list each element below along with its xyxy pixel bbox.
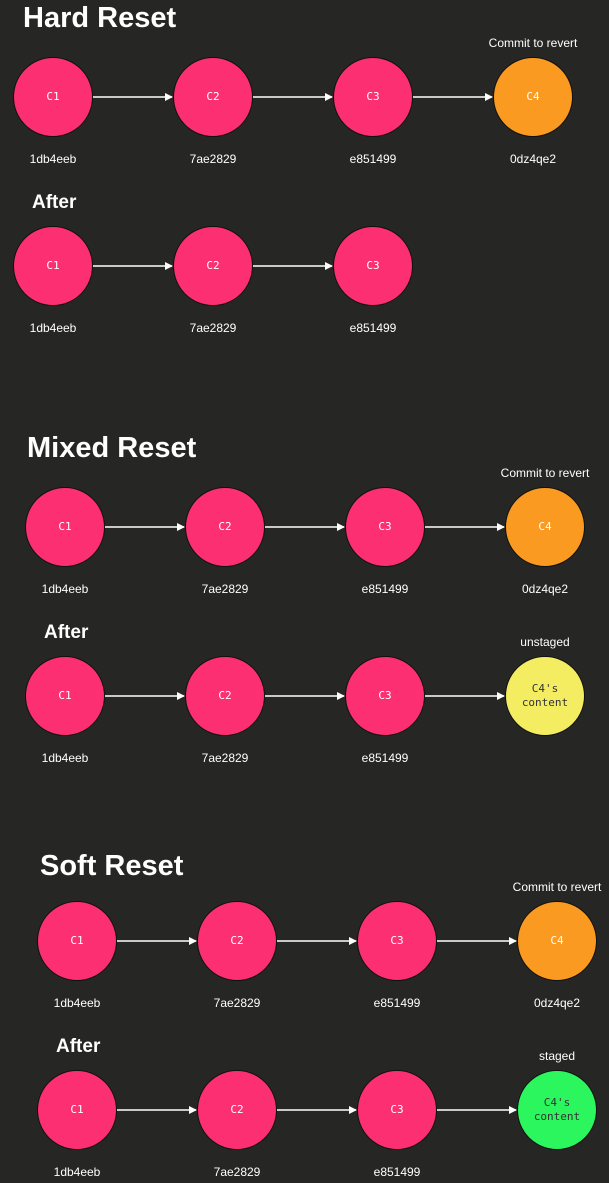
- commit-node-commit: C2: [197, 901, 277, 981]
- commit-node-commit: C2: [185, 487, 265, 567]
- commit-node-label: C3: [378, 689, 392, 702]
- commit-node-commit: C3: [345, 487, 425, 567]
- commit-node-commit: C1: [13, 57, 93, 137]
- commit-node-label: C4: [538, 520, 552, 533]
- commit-node-label: C1: [46, 259, 60, 272]
- commit-annotation: unstaged: [520, 635, 570, 649]
- commit-hash: 1db4eeb: [53, 996, 101, 1010]
- commit-annotation: Commit to revert: [512, 880, 602, 894]
- commit-node-revert_target: C4: [517, 901, 597, 981]
- commit-node-commit: C2: [197, 1070, 277, 1150]
- commit-hash: e851499: [361, 582, 409, 596]
- soft-reset-title: Soft Reset: [40, 850, 184, 882]
- commit-node-revert_target: C4: [493, 57, 573, 137]
- after-heading: After: [56, 1036, 101, 1057]
- commit-annotation: Commit to revert: [500, 466, 590, 480]
- commit-hash: 0dz4qe2: [509, 152, 557, 166]
- commit-node-commit: C2: [173, 57, 253, 137]
- commit-node-label: C2: [230, 1103, 244, 1116]
- commit-node-label: C3: [366, 90, 380, 103]
- commit-hash: 0dz4qe2: [533, 996, 581, 1010]
- commit-node-label: C3: [390, 1103, 404, 1116]
- commit-hash: 7ae2829: [201, 582, 249, 596]
- commit-node-commit: C1: [37, 1070, 117, 1150]
- commit-hash: 1db4eeb: [41, 751, 89, 765]
- commit-node-label: C1: [70, 934, 84, 947]
- commit-node-staged: C4's content: [517, 1070, 597, 1150]
- commit-node-label: C1: [58, 520, 72, 533]
- commit-node-commit: C3: [333, 226, 413, 306]
- commit-hash: e851499: [349, 152, 397, 166]
- commit-node-label: C1: [58, 689, 72, 702]
- commit-hash: 7ae2829: [213, 996, 261, 1010]
- commit-node-label: C1: [70, 1103, 84, 1116]
- commit-node-label: C4: [550, 934, 564, 947]
- commit-node-label: C3: [390, 934, 404, 947]
- commit-node-commit: C1: [37, 901, 117, 981]
- commit-hash: 7ae2829: [213, 1165, 261, 1179]
- commit-annotation: Commit to revert: [488, 36, 578, 50]
- commit-node-commit: C1: [13, 226, 93, 306]
- commit-node-commit: C2: [173, 226, 253, 306]
- commit-node-commit: C1: [25, 487, 105, 567]
- commit-hash: 1db4eeb: [29, 152, 77, 166]
- after-heading: After: [44, 622, 89, 643]
- commit-hash: 1db4eeb: [41, 582, 89, 596]
- commit-hash: e851499: [361, 751, 409, 765]
- commit-hash: e851499: [373, 996, 421, 1010]
- commit-node-label: C4's content: [533, 1096, 581, 1123]
- commit-node-label: C4's content: [521, 682, 569, 709]
- commit-hash: 1db4eeb: [29, 321, 77, 335]
- commit-node-commit: C1: [25, 656, 105, 736]
- commit-node-label: C2: [206, 259, 220, 272]
- commit-node-label: C2: [206, 90, 220, 103]
- commit-node-label: C3: [366, 259, 380, 272]
- commit-node-commit: C3: [357, 901, 437, 981]
- commit-node-label: C4: [526, 90, 540, 103]
- commit-node-label: C2: [218, 689, 232, 702]
- commit-hash: 7ae2829: [189, 321, 237, 335]
- commit-hash: 7ae2829: [201, 751, 249, 765]
- commit-hash: 1db4eeb: [53, 1165, 101, 1179]
- commit-hash: 7ae2829: [189, 152, 237, 166]
- mixed-reset-title: Mixed Reset: [27, 432, 197, 464]
- commit-annotation: staged: [538, 1049, 576, 1063]
- commit-hash: e851499: [373, 1165, 421, 1179]
- hard-reset-title: Hard Reset: [23, 2, 177, 34]
- commit-node-label: C1: [46, 90, 60, 103]
- commit-node-label: C3: [378, 520, 392, 533]
- commit-node-revert_target: C4: [505, 487, 585, 567]
- commit-node-commit: C2: [185, 656, 265, 736]
- after-heading: After: [32, 192, 77, 213]
- commit-hash: e851499: [349, 321, 397, 335]
- commit-node-unstaged: C4's content: [505, 656, 585, 736]
- commit-node-label: C2: [230, 934, 244, 947]
- commit-hash: 0dz4qe2: [521, 582, 569, 596]
- commit-node-label: C2: [218, 520, 232, 533]
- commit-node-commit: C3: [357, 1070, 437, 1150]
- commit-node-commit: C3: [345, 656, 425, 736]
- commit-node-commit: C3: [333, 57, 413, 137]
